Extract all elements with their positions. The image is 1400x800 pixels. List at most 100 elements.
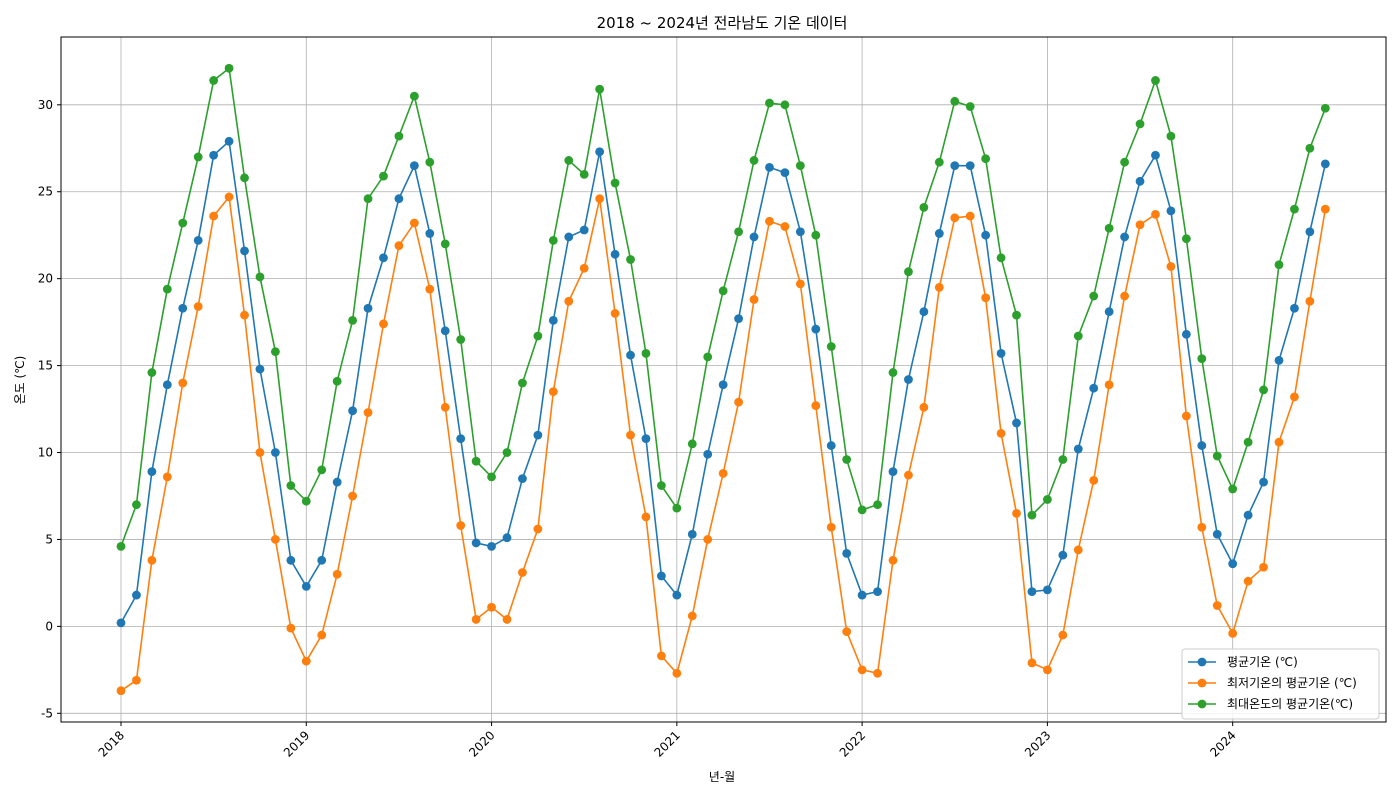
data-point [1290, 392, 1299, 402]
data-point [904, 470, 913, 480]
data-point [626, 430, 635, 440]
data-point [147, 467, 157, 477]
data-point [286, 481, 296, 490]
data-point [873, 500, 882, 510]
data-point [193, 236, 203, 245]
data-point [888, 555, 898, 565]
x-tick-label: 2021 [651, 728, 682, 759]
data-point [162, 284, 172, 294]
data-point [178, 303, 188, 313]
data-point [687, 529, 697, 539]
data-point [240, 173, 249, 183]
data-point [965, 102, 975, 111]
data-point [765, 98, 774, 108]
data-point [765, 216, 774, 226]
data-point [1228, 559, 1238, 569]
data-point [224, 136, 234, 146]
data-point [255, 272, 265, 282]
series-layer [116, 63, 1330, 696]
legend-label: 최저기온의 평균기온 (℃) [1227, 676, 1357, 690]
data-point [579, 225, 589, 235]
data-point [132, 500, 141, 510]
data-point [1151, 76, 1160, 85]
legend-label: 평균기온 (℃) [1227, 655, 1298, 669]
y-axis-label: 온도 (℃) [13, 356, 27, 405]
data-point [811, 230, 821, 240]
data-point [657, 571, 666, 581]
data-point [209, 211, 219, 221]
data-point [394, 241, 404, 251]
data-point [888, 467, 898, 477]
data-point [471, 456, 481, 466]
data-point [734, 227, 743, 237]
data-point [193, 152, 203, 162]
data-point [116, 618, 126, 628]
legend-marker [1197, 678, 1207, 688]
data-point [132, 590, 141, 600]
data-point [255, 448, 265, 457]
data-point [842, 548, 852, 558]
data-point [996, 253, 1006, 263]
data-point [502, 533, 512, 543]
data-point [564, 156, 574, 165]
data-point [193, 302, 203, 311]
legend-label: 최대온도의 평균기온(℃) [1227, 697, 1353, 711]
data-point [1012, 508, 1021, 518]
data-point [795, 279, 805, 289]
data-point [842, 455, 852, 464]
data-point [919, 307, 929, 317]
data-point [657, 651, 666, 661]
data-point [317, 630, 327, 640]
y-tick-label: -5 [41, 706, 53, 720]
data-point [703, 352, 713, 362]
data-point [1212, 529, 1222, 539]
data-point [301, 496, 311, 506]
data-point [1120, 291, 1129, 301]
data-point [1259, 562, 1268, 572]
data-point [518, 568, 527, 577]
data-point [1181, 329, 1191, 339]
data-point [672, 503, 682, 513]
data-point [610, 249, 620, 259]
data-point [548, 315, 558, 325]
data-point [286, 623, 296, 633]
data-point [1058, 550, 1068, 560]
data-point [147, 555, 157, 565]
data-point [626, 255, 635, 264]
data-point [162, 380, 172, 390]
data-point [826, 342, 836, 351]
y-tick-label: 10 [38, 446, 53, 460]
data-point [409, 218, 419, 228]
data-point [610, 309, 620, 318]
data-point [1212, 451, 1222, 461]
data-point [409, 91, 419, 101]
data-point [981, 293, 991, 303]
data-point [826, 441, 836, 450]
data-point [1104, 380, 1114, 390]
data-point [1135, 220, 1145, 230]
data-point [379, 253, 388, 263]
data-point [348, 315, 357, 325]
data-point [271, 535, 280, 544]
data-point [1259, 477, 1268, 487]
y-tick-label: 0 [45, 619, 53, 633]
data-point [687, 439, 697, 449]
data-point [487, 542, 496, 551]
data-point [425, 157, 435, 167]
data-point [579, 263, 589, 273]
data-point [888, 368, 898, 377]
data-point [579, 169, 589, 179]
data-point [548, 236, 558, 245]
data-point [734, 397, 743, 407]
data-point [857, 590, 867, 600]
data-point [795, 227, 805, 237]
data-point [240, 310, 249, 320]
data-point [1120, 157, 1129, 167]
data-point [348, 491, 357, 501]
data-point [672, 668, 682, 678]
y-tick-label: 5 [45, 532, 53, 546]
data-point [981, 154, 991, 164]
data-point [379, 319, 388, 329]
data-point [981, 230, 991, 240]
data-point [934, 282, 944, 292]
